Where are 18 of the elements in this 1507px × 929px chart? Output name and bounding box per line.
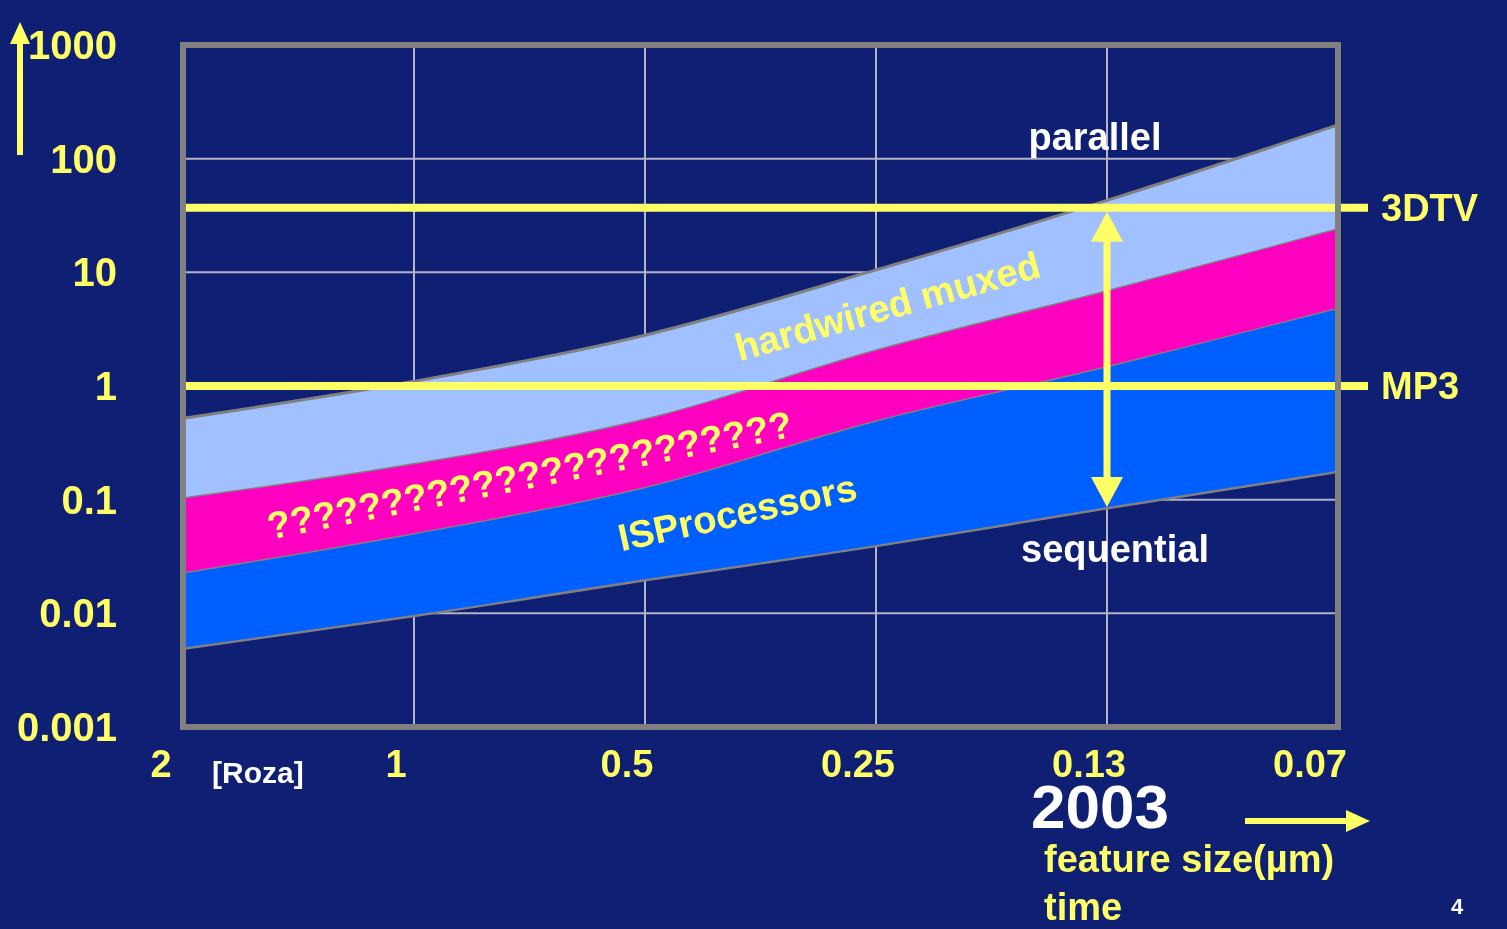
y-tick-label: 1 (94, 364, 117, 408)
text: 4 (1450, 893, 1464, 919)
x-tick-label: 0.25 (821, 743, 895, 786)
x-tick-label: 2 (150, 743, 172, 786)
ref-line-label: 3DTV (1381, 186, 1479, 229)
y-tick-label: 100 (50, 136, 117, 181)
x-axis-title: feature size(µm) (1044, 838, 1335, 881)
text: [Roza] (212, 755, 304, 789)
y-tick-label: 0.001 (16, 705, 117, 749)
ref-line-label: MP3 (1381, 365, 1460, 407)
y-tick-label: 0.01 (39, 591, 117, 636)
text: time (1044, 886, 1123, 929)
x-tick-label: 1 (385, 743, 407, 786)
x-tick-label: 0.5 (600, 743, 654, 786)
x-tick-label: 0.07 (1273, 743, 1347, 786)
y-tick-label: 1000 (28, 23, 117, 67)
y-tick-label: 0.1 (61, 477, 117, 522)
y-tick-label: 10 (72, 250, 117, 295)
